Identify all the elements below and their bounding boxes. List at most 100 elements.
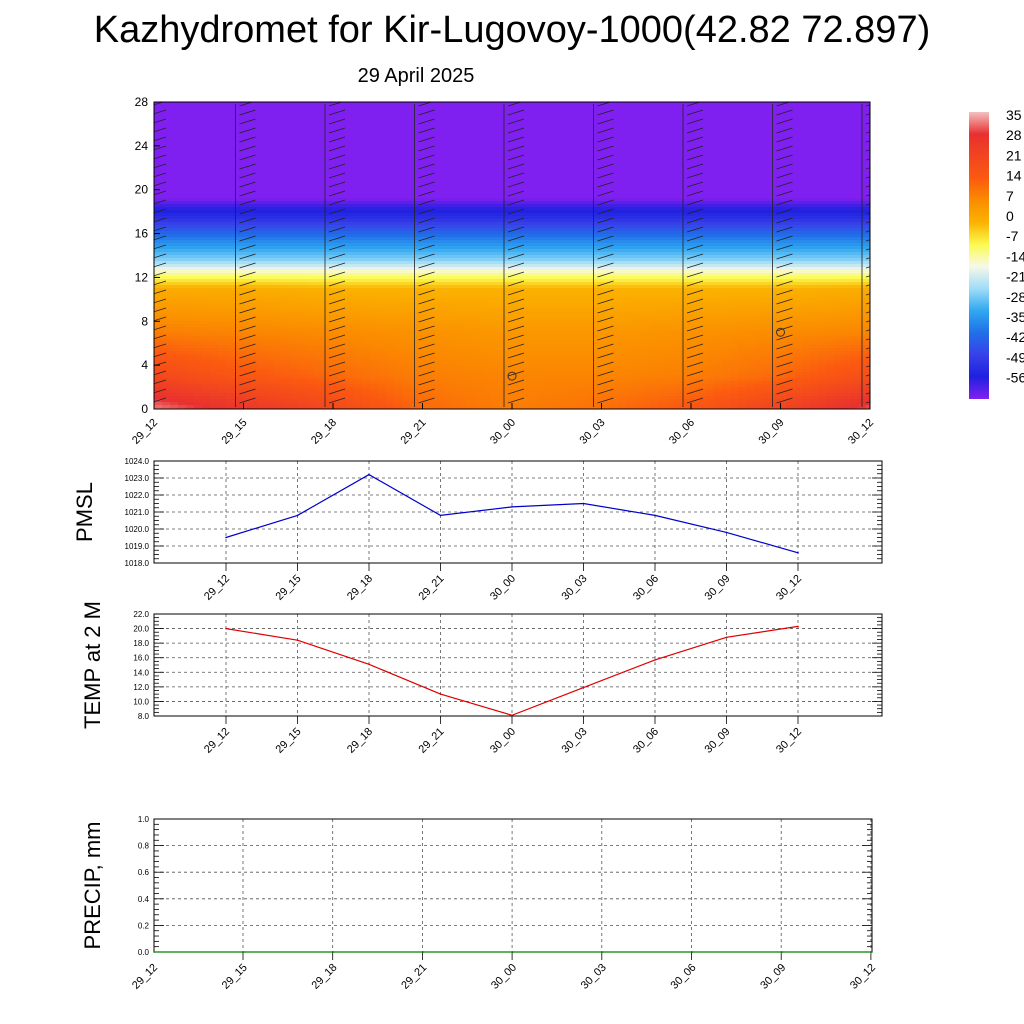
heatmap-cell (226, 333, 235, 337)
heatmap-cell (466, 207, 475, 211)
heatmap-cell (466, 384, 475, 388)
heatmap-cell (522, 216, 531, 220)
heatmap-cell (498, 333, 507, 337)
heatmap-cell (386, 165, 395, 169)
heatmap-cell (458, 339, 467, 343)
heatmap-cell (442, 396, 451, 400)
heatmap-cell (298, 252, 307, 256)
heatmap-cell (250, 291, 259, 295)
heatmap-cell (274, 288, 283, 292)
heatmap-cell (258, 315, 267, 319)
heatmap-cell (426, 117, 435, 121)
heatmap-cell (482, 318, 491, 322)
heatmap-cell (322, 324, 331, 328)
heatmap-cell (290, 165, 299, 169)
heatmap-cell (162, 144, 171, 148)
heatmap-cell (274, 330, 283, 334)
heatmap-cell (266, 399, 275, 403)
heatmap-cell (234, 105, 243, 109)
heatmap-cell (290, 324, 299, 328)
heatmap-cell (178, 285, 187, 289)
heatmap-cell (210, 312, 219, 316)
heatmap-cell (346, 243, 355, 247)
heatmap-cell (186, 330, 195, 334)
heatmap-cell (346, 315, 355, 319)
heatmap-cell (474, 237, 483, 241)
heatmap-cell (282, 129, 291, 133)
heatmap-cell (250, 333, 259, 337)
heatmap-cell (346, 282, 355, 286)
heatmap-cell (242, 351, 251, 355)
heatmap-cell (234, 393, 243, 397)
heatmap-cell (426, 336, 435, 340)
heatmap-cell (482, 174, 491, 178)
heatmap-cell (490, 318, 499, 322)
heatmap-cell (354, 273, 363, 277)
heatmap-cell (522, 168, 531, 172)
heatmap-cell (434, 186, 443, 190)
heatmap-cell (378, 228, 387, 232)
heatmap-cell (354, 183, 363, 187)
heatmap-cell (298, 282, 307, 286)
heatmap-cell (290, 168, 299, 172)
heatmap-cell (290, 156, 299, 160)
heatmap-cell (474, 219, 483, 223)
heatmap-cell (378, 129, 387, 133)
heatmap-cell (434, 120, 443, 124)
heatmap-cell (210, 240, 219, 244)
heatmap-cell (362, 360, 371, 364)
heatmap-cell (218, 120, 227, 124)
heatmap-cell (242, 312, 251, 316)
heatmap-cell (298, 123, 307, 127)
heatmap-cell (442, 156, 451, 160)
heatmap-cell (218, 219, 227, 223)
heatmap-cell (426, 207, 435, 211)
heatmap-cell (194, 174, 203, 178)
heatmap-cell (474, 216, 483, 220)
heatmap-cell (202, 162, 211, 166)
heatmap-cell (290, 303, 299, 307)
heatmap-cell (466, 381, 475, 385)
heatmap-cell (498, 348, 507, 352)
heatmap-cell (490, 399, 499, 403)
heatmap-cell (226, 171, 235, 175)
heatmap-cell (330, 312, 339, 316)
heatmap-cell (162, 174, 171, 178)
heatmap-cell (218, 270, 227, 274)
heatmap-cell (282, 183, 291, 187)
heatmap-cell (530, 264, 539, 268)
heatmap-cell (202, 195, 211, 199)
heatmap-cell (234, 333, 243, 337)
heatmap-cell (162, 357, 171, 361)
heatmap-cell (242, 321, 251, 325)
heatmap-cell (466, 396, 475, 400)
heatmap-cell (402, 300, 411, 304)
heatmap-cell (290, 270, 299, 274)
heatmap-cell (370, 252, 379, 256)
heatmap-cell (202, 282, 211, 286)
heatmap-cell (338, 330, 347, 334)
heatmap-cell (442, 387, 451, 391)
heatmap-cell (418, 309, 427, 313)
heatmap-cell (498, 234, 507, 238)
heatmap-cell (506, 120, 515, 124)
heatmap-cell (194, 285, 203, 289)
heatmap-cell (538, 153, 547, 157)
heatmap-cell (530, 273, 539, 277)
heatmap-cell (498, 312, 507, 316)
heatmap-cell (250, 351, 259, 355)
heatmap-cell (394, 195, 403, 199)
heatmap-cell (354, 276, 363, 280)
heatmap-cell (450, 129, 459, 133)
heatmap-cell (242, 141, 251, 145)
heatmap-cell (482, 315, 491, 319)
heatmap-cell (234, 129, 243, 133)
heatmap-cell (314, 153, 323, 157)
heatmap-cell (466, 354, 475, 358)
heatmap-cell (378, 231, 387, 235)
heatmap-cell (498, 201, 507, 205)
heatmap-cell (210, 261, 219, 265)
heatmap-cell (194, 255, 203, 259)
heatmap-cell (258, 114, 267, 118)
heatmap-cell (178, 387, 187, 391)
